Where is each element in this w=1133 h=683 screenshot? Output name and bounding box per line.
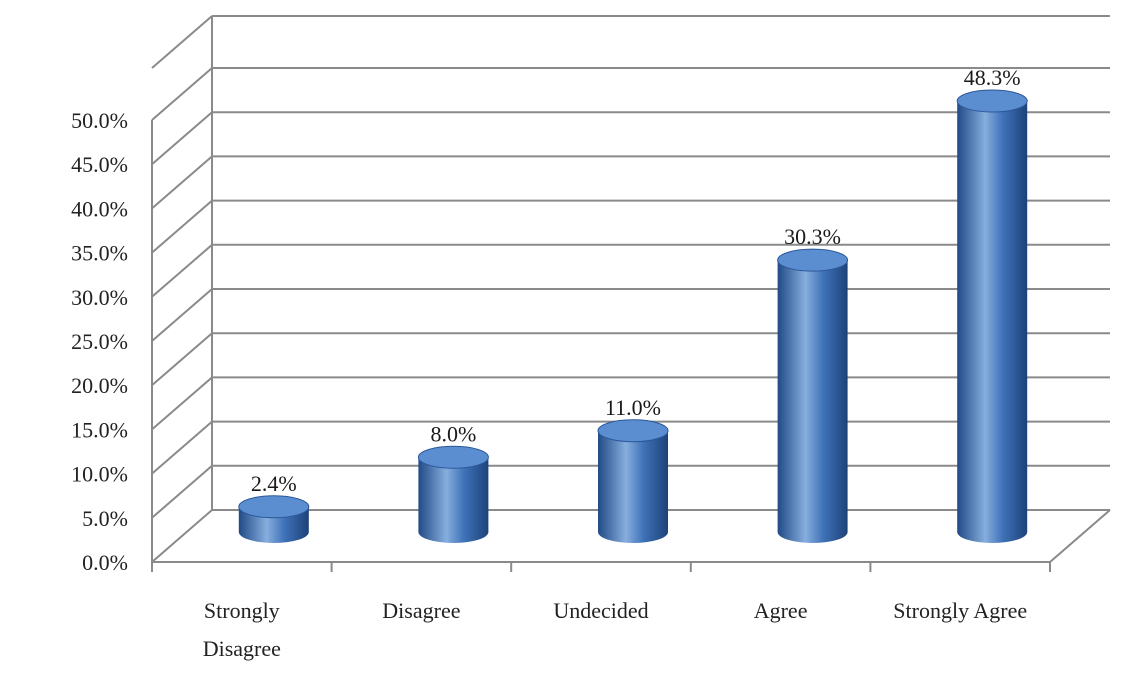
- x-category-label: Strongly Agree: [893, 598, 1027, 623]
- gridline-diagonal: [151, 465, 213, 519]
- y-tick-label: 35.0%: [71, 241, 128, 266]
- x-category-label-line: Strongly Agree: [893, 598, 1027, 623]
- bar-body: [957, 101, 1028, 543]
- y-tick-label: 40.0%: [71, 196, 128, 221]
- gridline-diagonal: [151, 420, 213, 475]
- bar-body: [777, 260, 848, 543]
- bar-1: [417, 445, 489, 543]
- y-tick-label: 10.0%: [71, 462, 128, 487]
- bars: [238, 89, 1028, 543]
- bar-body: [418, 457, 489, 543]
- data-label: 11.0%: [605, 395, 661, 420]
- bar-3: [777, 248, 849, 543]
- y-tick-label: 15.0%: [71, 417, 128, 442]
- bar-0: [238, 495, 310, 543]
- x-category-label-line: Agree: [754, 598, 808, 623]
- y-tick-label: 0.0%: [82, 550, 128, 575]
- data-label: 48.3%: [964, 65, 1021, 90]
- x-category-label-line: Disagree: [382, 598, 460, 623]
- data-label: 30.3%: [784, 224, 841, 249]
- x-category-label: Disagree: [382, 598, 460, 623]
- gridline-diagonal: [151, 199, 213, 254]
- gridline-diagonal: [151, 509, 213, 563]
- y-tick-label: 45.0%: [71, 152, 128, 177]
- gridline-diagonal: [151, 332, 213, 386]
- bar-body: [598, 430, 668, 543]
- bar-top: [777, 248, 849, 272]
- x-category-label-line: Disagree: [203, 636, 281, 661]
- x-category-label-line: Strongly: [204, 598, 280, 623]
- data-label: 2.4%: [251, 471, 297, 496]
- gridline-diagonal: [151, 67, 213, 121]
- x-category-label-line: Undecided: [553, 598, 648, 623]
- bar-4: [956, 89, 1028, 543]
- bar-top: [417, 445, 489, 469]
- axes: 0.0% 5.0% 10.0% 15.0% 20.0% 25.0% 30.0% 35.0% 40…: [71, 108, 1051, 661]
- y-tick-label: 5.0%: [82, 506, 128, 531]
- y-tick-label: 50.0%: [71, 108, 128, 133]
- y-tick-label: 30.0%: [71, 285, 128, 310]
- floor-right-edge: [1049, 509, 1111, 563]
- bar-top: [238, 495, 310, 519]
- y-tick-label: 25.0%: [71, 329, 128, 354]
- y-tick-label: 20.0%: [71, 373, 128, 398]
- x-category-label: Undecided: [553, 598, 648, 623]
- bar-top: [956, 89, 1028, 113]
- data-label: 8.0%: [430, 421, 476, 446]
- x-category-label: Agree: [754, 598, 808, 623]
- bar-2: [597, 419, 669, 543]
- bar-top: [597, 419, 669, 443]
- x-category-label: Strongly Disagree: [203, 598, 281, 661]
- data-labels: 2.4% 8.0% 11.0% 30.3% 48.3%: [251, 65, 1021, 496]
- gridline-diagonal: [151, 376, 213, 431]
- side-wall-top-edge: [151, 15, 213, 69]
- gridline-diagonal: [151, 111, 213, 165]
- gridline-diagonal: [151, 155, 213, 210]
- gridline-diagonal: [151, 244, 213, 298]
- gridline-diagonal: [151, 288, 213, 342]
